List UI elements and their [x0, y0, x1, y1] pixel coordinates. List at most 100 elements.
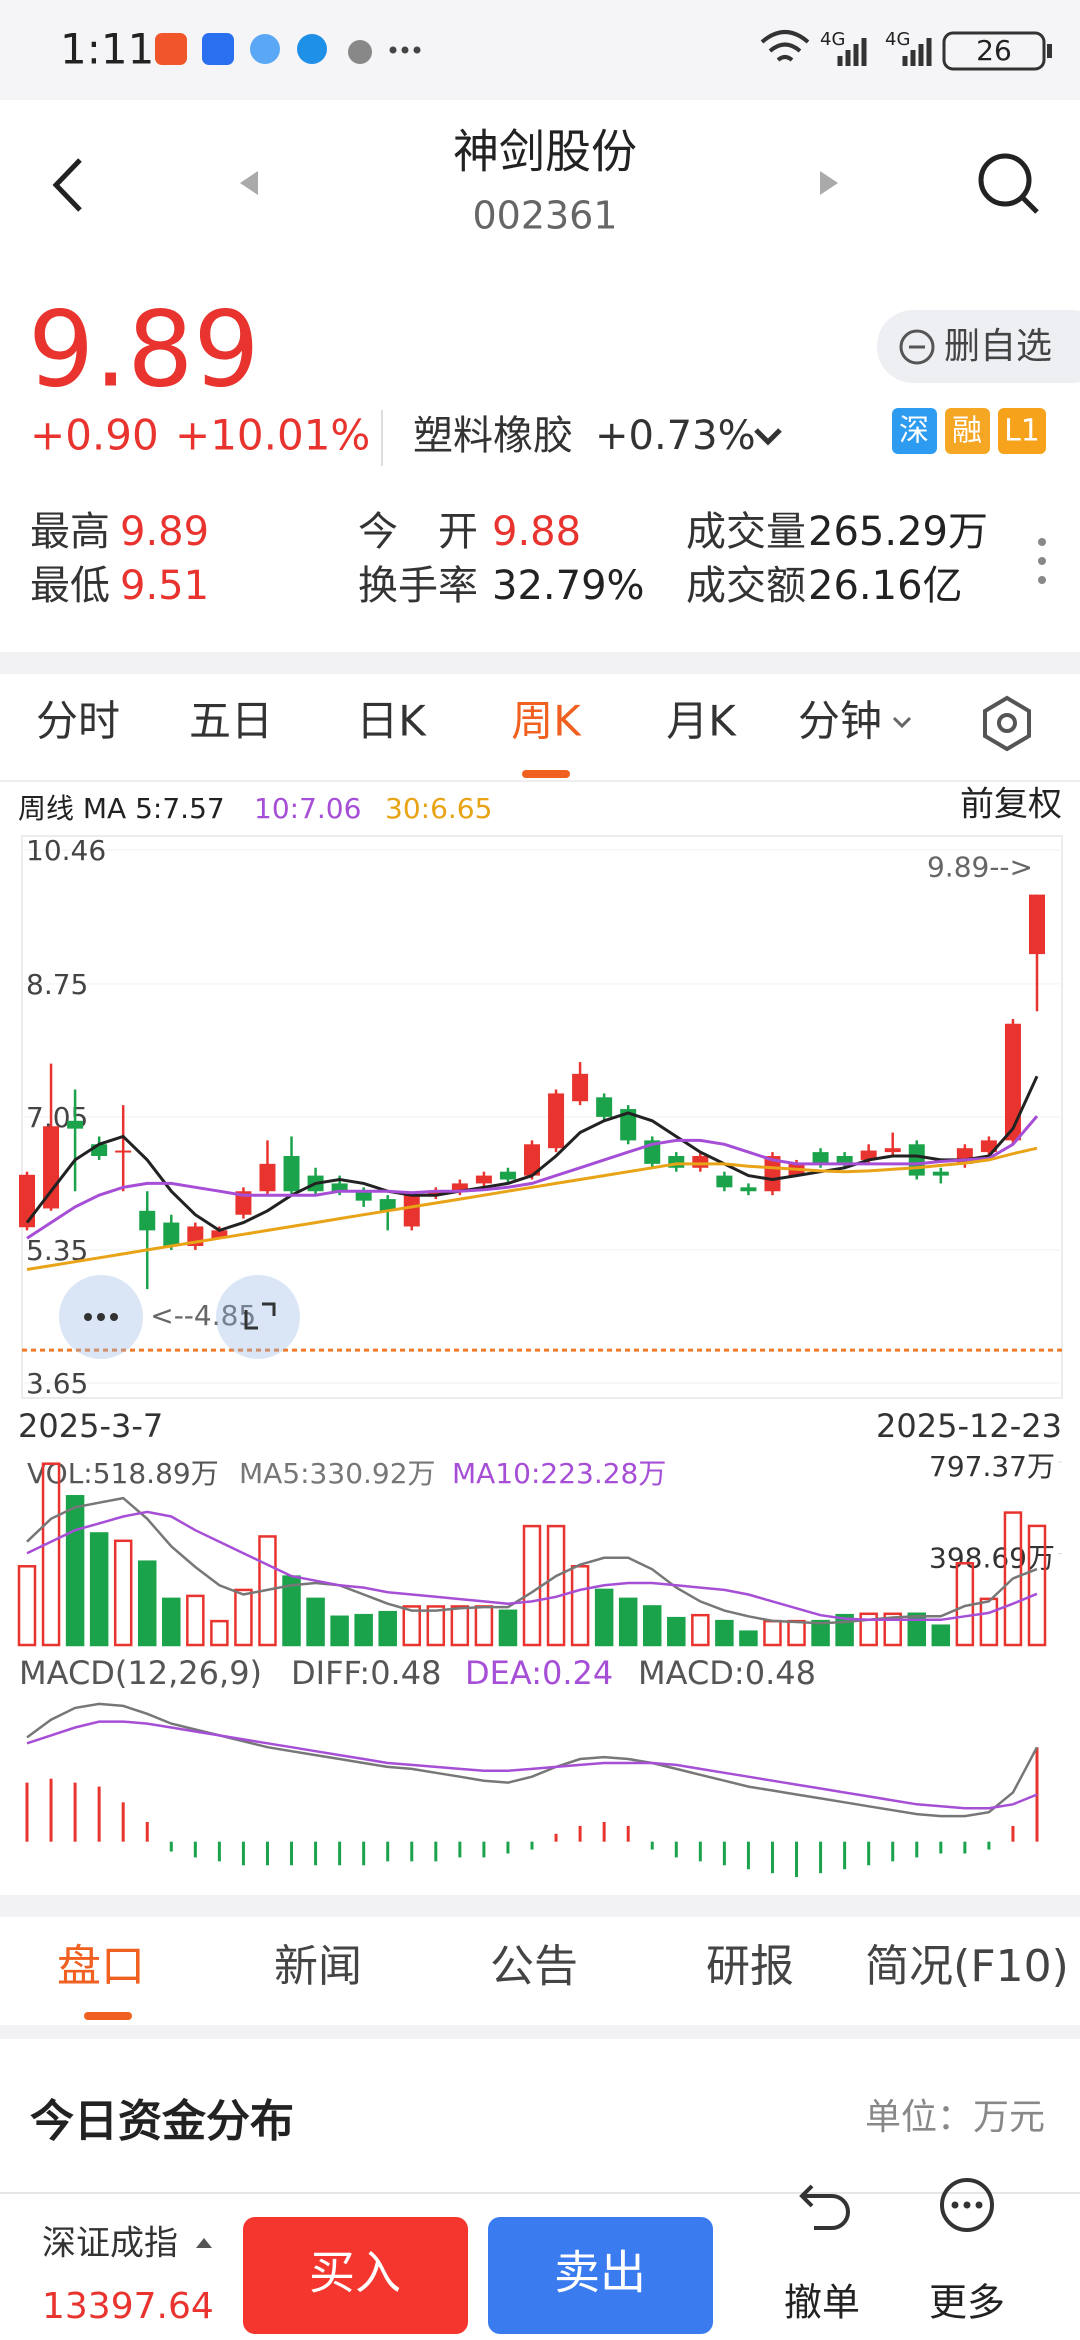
watchlist-button[interactable]: [877, 310, 1080, 383]
index-value: 13397.64: [42, 2286, 214, 2327]
period-tab[interactable]: 五日: [189, 697, 273, 746]
stat-label: 成交额: [686, 563, 806, 609]
wifi-icon: [760, 30, 810, 62]
volume-bar: [883, 1612, 902, 1647]
stat-value: 9.88: [492, 509, 581, 555]
change: +0.90: [30, 411, 159, 460]
section-tab[interactable]: 公告: [490, 1941, 578, 1992]
volume-bar: [210, 1619, 229, 1647]
more-dots: [1038, 557, 1046, 565]
more-icon[interactable]: [940, 2178, 994, 2232]
candle-body: [908, 1144, 925, 1176]
high-label: 9.89-->: [927, 851, 1033, 884]
volume-bar: [1027, 1524, 1047, 1647]
dot: [963, 2201, 971, 2209]
prev-stock[interactable]: [240, 171, 258, 195]
candle-body: [860, 1150, 877, 1160]
period-tab-active[interactable]: 周K: [511, 697, 582, 746]
candle-body: [91, 1144, 108, 1157]
candle-body: [475, 1175, 492, 1184]
search-button[interactable]: [978, 153, 1032, 207]
volume-bar: [402, 1605, 422, 1647]
candle-body: [355, 1191, 372, 1201]
section-tab[interactable]: 研报: [706, 1941, 794, 1992]
cancel-icon[interactable]: [799, 2184, 850, 2230]
battery: [942, 31, 1046, 71]
sell-button[interactable]: [488, 2217, 713, 2334]
period-tab[interactable]: 分钟: [798, 697, 882, 746]
adjustment[interactable]: 前复权: [960, 785, 1062, 825]
chevron: [754, 428, 782, 446]
fullscreen-button[interactable]: [216, 1275, 300, 1359]
period-tab[interactable]: 月K: [666, 697, 737, 746]
volume-bar: [137, 1560, 157, 1647]
candle-body: [331, 1183, 348, 1192]
candle-body: [283, 1156, 300, 1192]
volume-bar: [186, 1594, 205, 1647]
fullscreen-icon: [244, 1302, 276, 1330]
signal-label: 4G: [885, 29, 910, 50]
candle-body: [716, 1175, 733, 1188]
separator: [0, 1895, 1080, 1917]
sector[interactable]: 塑料橡胶: [413, 413, 573, 459]
buy-label: 买入: [309, 2246, 401, 2300]
dot: [110, 1313, 118, 1321]
stat-value: 26.16亿: [808, 563, 963, 609]
volume-bar: [354, 1613, 373, 1647]
volume-bar: [474, 1605, 494, 1647]
line-series: [26, 1146, 1038, 1271]
y-tick-label: 797.37万: [929, 1450, 1055, 1483]
period-tab[interactable]: 日K: [356, 697, 427, 746]
tab-indicator: [84, 2012, 132, 2020]
section-tab[interactable]: 简况(F10): [865, 1941, 1069, 1992]
volume-bar: [1003, 1511, 1023, 1647]
date-start: 2025-3-7: [18, 1407, 163, 1445]
line-series: [25, 1075, 1039, 1233]
clock: 1:11: [60, 25, 154, 74]
buy-button[interactable]: [243, 2217, 468, 2334]
more-dots[interactable]: [1038, 538, 1046, 546]
back-button[interactable]: [52, 158, 82, 212]
volume-bar: [739, 1630, 758, 1647]
section-tab[interactable]: 新闻: [274, 1941, 362, 1992]
volume-bar: [691, 1613, 710, 1647]
volume-bar: [907, 1612, 927, 1647]
volume-bar: [378, 1610, 397, 1647]
stat-value: 9.51: [120, 563, 209, 609]
separator: [0, 2025, 1080, 2039]
period-tab[interactable]: 分时: [36, 697, 120, 746]
candle-body: [379, 1199, 396, 1211]
price: 9.89: [28, 288, 260, 410]
section-title: 今日资金分布: [30, 2096, 294, 2147]
macd-legend: DEA:0.24: [465, 1654, 613, 1692]
index-name[interactable]: 深证成指: [42, 2224, 178, 2264]
volume-bar: [522, 1524, 542, 1647]
volume-bar: [811, 1619, 830, 1647]
candle-body: [115, 1150, 132, 1153]
candle-body: [403, 1195, 420, 1227]
volume-bar: [234, 1588, 253, 1647]
badge-label: 融: [952, 414, 982, 449]
volume-bar: [113, 1539, 133, 1647]
volume-bar: [715, 1619, 734, 1647]
line-series: [26, 1115, 1039, 1240]
section-tab-active[interactable]: 盘口: [57, 1941, 145, 1992]
candle-body: [211, 1230, 228, 1239]
candle-body: [1004, 1023, 1021, 1141]
settings-button[interactable]: [983, 695, 1031, 752]
candle-body: [524, 1144, 540, 1176]
cancel-label[interactable]: 撤单: [784, 2281, 860, 2325]
volume-bar: [450, 1605, 470, 1647]
next-stock[interactable]: [820, 171, 838, 195]
change-percent: +10.01%: [175, 411, 370, 460]
volume-bar: [859, 1612, 878, 1647]
app-icon: [348, 40, 372, 64]
more-dots: [1038, 576, 1046, 584]
more-label[interactable]: 更多: [929, 2281, 1005, 2325]
stat-label: 最高: [30, 509, 110, 555]
volume-bar: [498, 1609, 518, 1647]
volume-bar: [618, 1597, 638, 1647]
battery-level: 26: [976, 34, 1012, 67]
stock-code: 002361: [472, 194, 617, 238]
candle-body: [884, 1148, 901, 1153]
